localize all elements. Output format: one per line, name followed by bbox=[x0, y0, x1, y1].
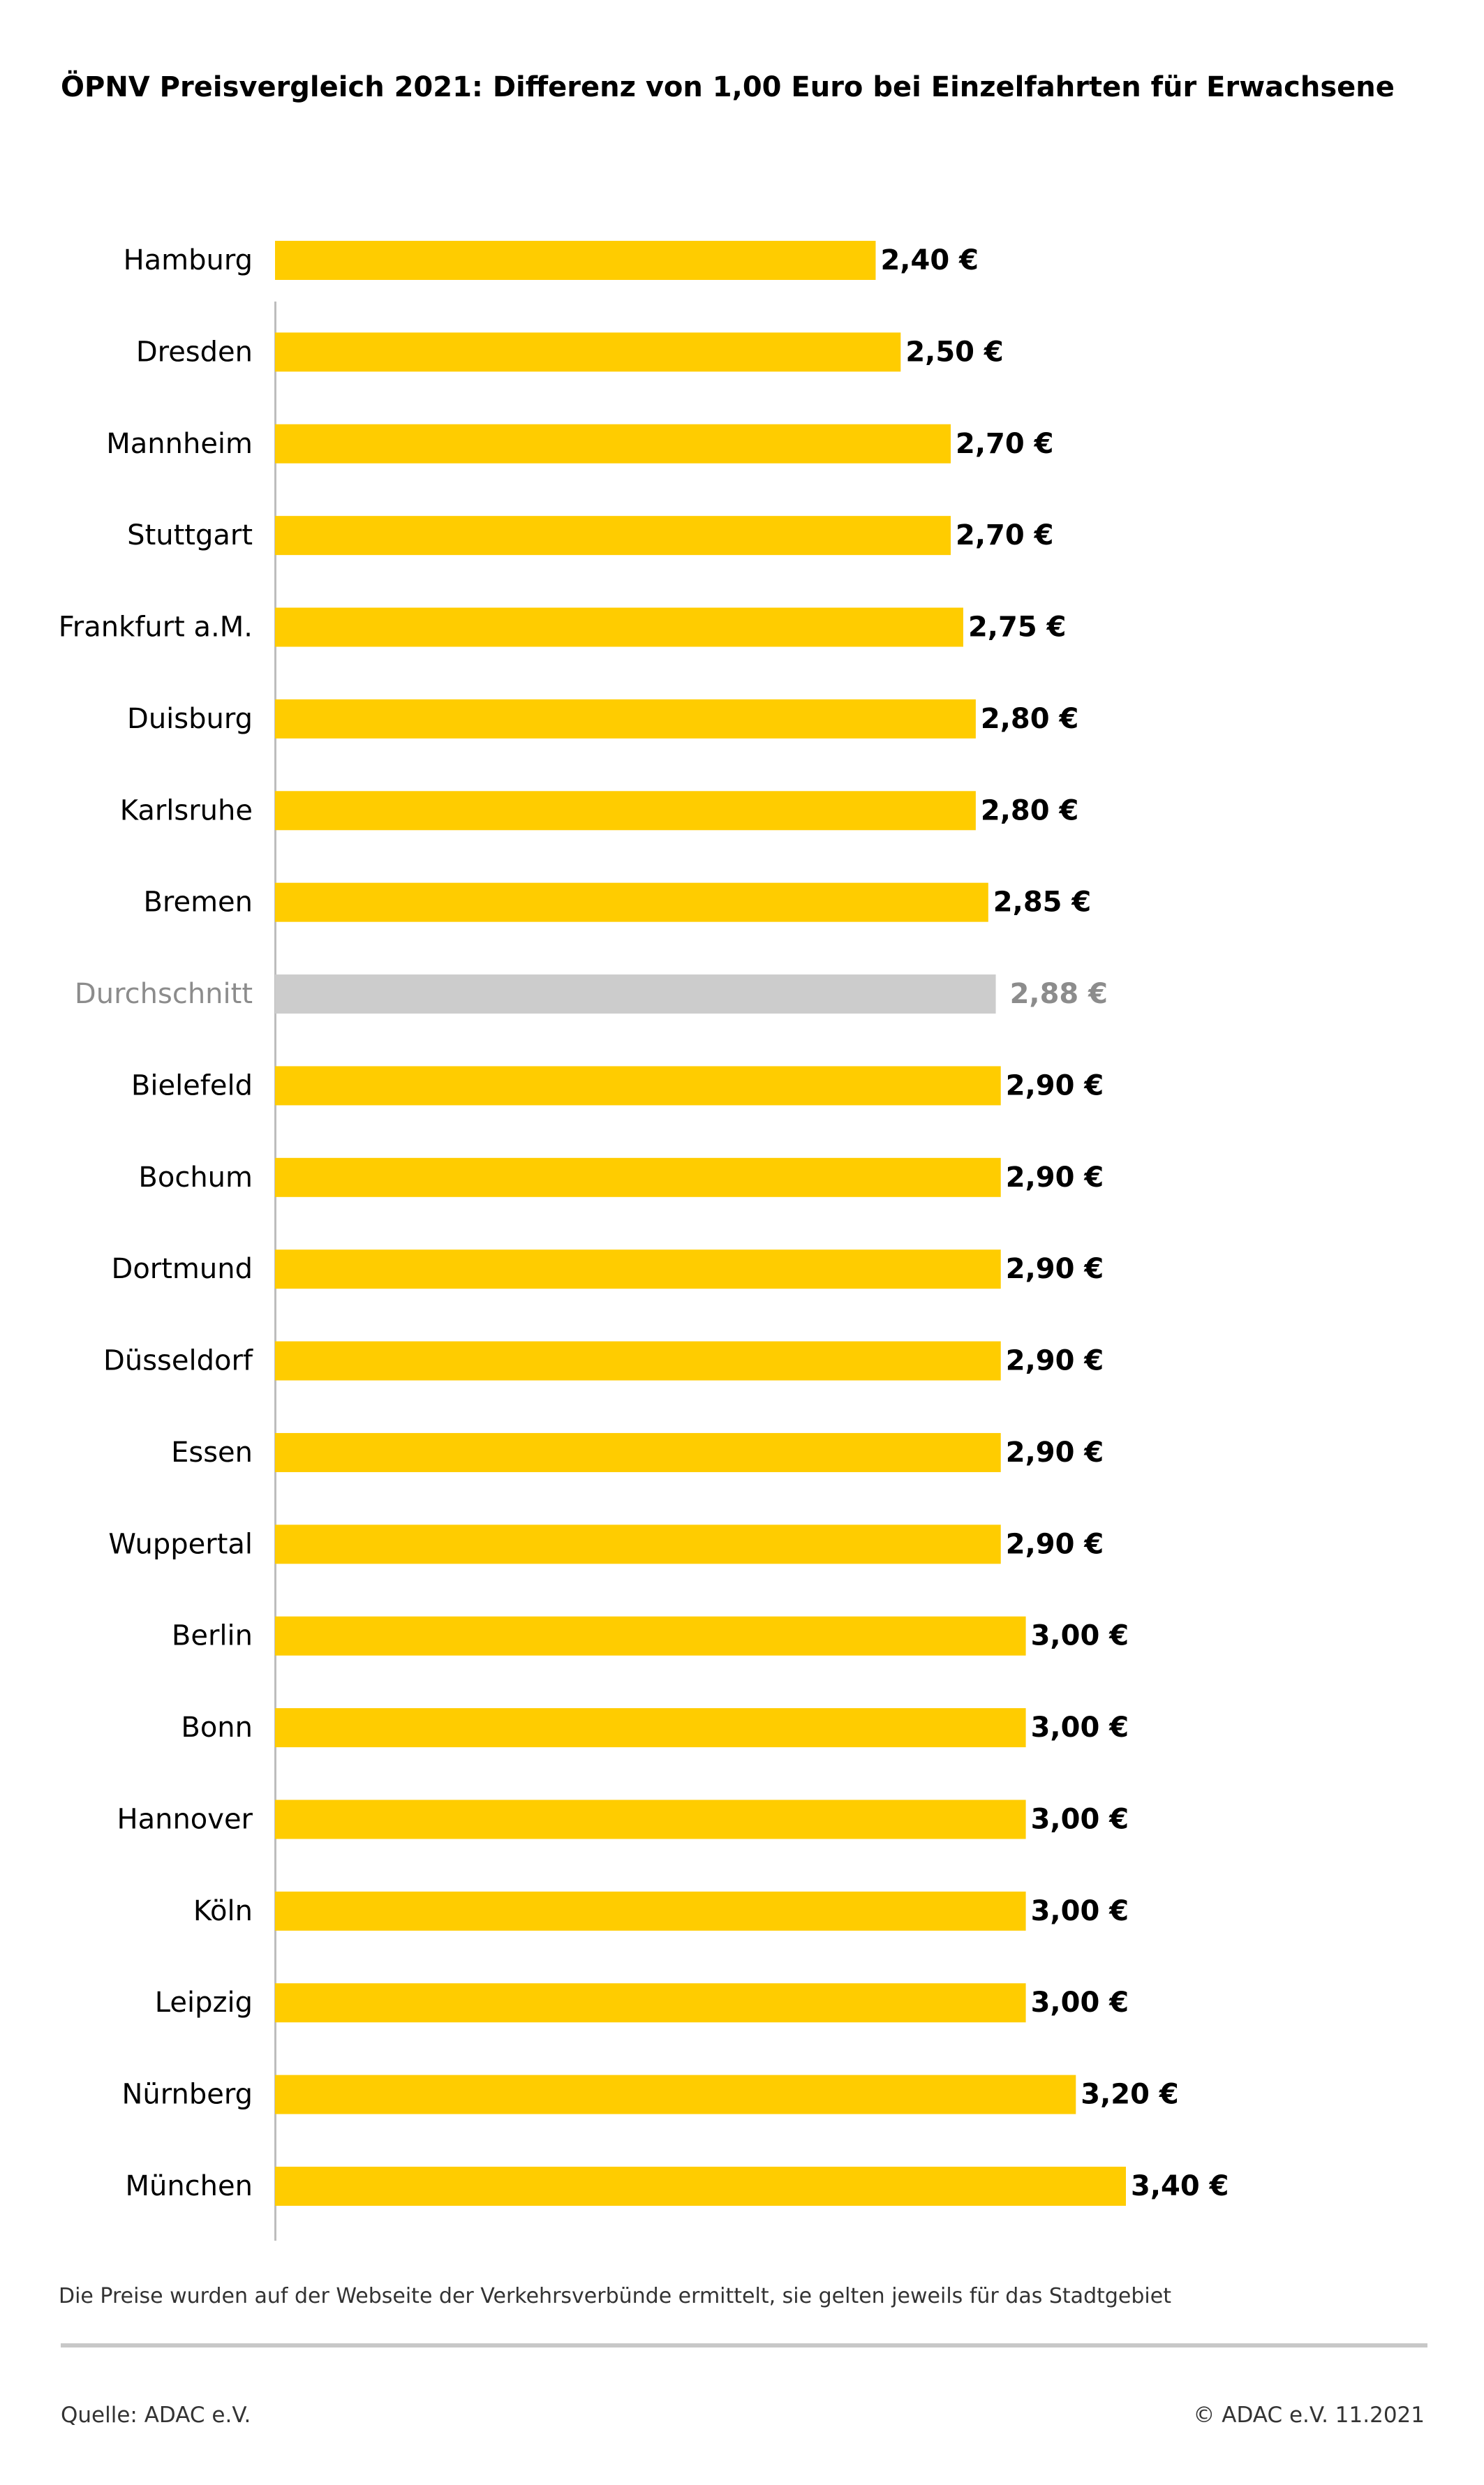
category-label: Bremen bbox=[143, 887, 253, 919]
bar bbox=[275, 882, 988, 922]
bar bbox=[275, 424, 951, 463]
value-label: 2,75 € bbox=[968, 611, 1066, 644]
value-label: 2,80 € bbox=[981, 703, 1078, 735]
bar bbox=[275, 791, 976, 831]
value-label: 2,70 € bbox=[956, 519, 1053, 551]
bar bbox=[275, 332, 901, 372]
value-label: 2,40 € bbox=[880, 244, 978, 276]
bar bbox=[275, 1432, 1001, 1472]
bar bbox=[275, 607, 963, 647]
value-label: 2,50 € bbox=[905, 336, 1003, 368]
bar-average bbox=[275, 974, 996, 1014]
category-label: Köln bbox=[193, 1895, 253, 1927]
bar bbox=[275, 1157, 1001, 1197]
category-label: Leipzig bbox=[155, 1987, 253, 2019]
source-label: Quelle: ADAC e.V. bbox=[61, 2403, 251, 2428]
category-label: Karlsruhe bbox=[120, 794, 253, 826]
value-label: 2,88 € bbox=[1010, 978, 1108, 1010]
category-label: Durchschnitt bbox=[75, 978, 253, 1010]
bar bbox=[275, 1891, 1026, 1931]
footnote: Die Preise wurden auf der Webseite der V… bbox=[59, 2284, 1171, 2308]
value-label: 3,40 € bbox=[1131, 2170, 1229, 2202]
bar bbox=[275, 699, 976, 739]
divider bbox=[61, 2343, 1427, 2347]
category-label: Dresden bbox=[136, 336, 253, 368]
bar bbox=[275, 2167, 1126, 2206]
value-label: 2,70 € bbox=[956, 428, 1053, 460]
category-label: Stuttgart bbox=[127, 519, 253, 551]
category-label: Bonn bbox=[181, 1712, 253, 1744]
value-label: 3,00 € bbox=[1031, 1712, 1129, 1744]
value-label: 2,90 € bbox=[1006, 1162, 1104, 1194]
bar bbox=[275, 516, 951, 556]
bar bbox=[275, 1341, 1001, 1381]
category-label: Wuppertal bbox=[108, 1528, 253, 1560]
category-label: Essen bbox=[171, 1437, 253, 1469]
bar-chart: Hamburg 2,40 € Dresden 2,50 € Mannheim 2,70 €… bbox=[59, 241, 1229, 2241]
bar bbox=[275, 1708, 1026, 1748]
category-label: Duisburg bbox=[127, 703, 253, 735]
value-label: 2,90 € bbox=[1006, 1345, 1104, 1377]
bar bbox=[275, 1249, 1001, 1289]
chart-title: ÖPNV Preisvergleich 2021: Differenz von … bbox=[61, 71, 1395, 103]
category-label: Düsseldorf bbox=[103, 1345, 253, 1377]
bar bbox=[275, 241, 876, 280]
category-label: Hamburg bbox=[124, 244, 253, 276]
category-label: Dortmund bbox=[112, 1253, 253, 1285]
category-label: Berlin bbox=[172, 1620, 253, 1652]
value-label: 3,00 € bbox=[1031, 1895, 1129, 1927]
value-label: 2,90 € bbox=[1006, 1437, 1104, 1469]
value-label: 3,00 € bbox=[1031, 1803, 1129, 1835]
value-label: 3,00 € bbox=[1031, 1987, 1129, 2019]
category-label: Hannover bbox=[117, 1803, 253, 1835]
category-label: Frankfurt a.M. bbox=[59, 611, 253, 644]
category-label: Nürnberg bbox=[122, 2079, 253, 2111]
bar bbox=[275, 1800, 1026, 1839]
bar bbox=[275, 1066, 1001, 1106]
copyright-label: © ADAC e.V. 11.2021 bbox=[1193, 2403, 1425, 2428]
value-label: 2,90 € bbox=[1006, 1528, 1104, 1560]
value-label: 2,80 € bbox=[981, 794, 1078, 826]
bar bbox=[275, 1983, 1026, 2023]
value-label: 3,00 € bbox=[1031, 1620, 1129, 1652]
category-label: Bochum bbox=[138, 1162, 253, 1194]
category-label: Mannheim bbox=[106, 428, 253, 460]
value-label: 2,90 € bbox=[1006, 1069, 1104, 1101]
category-label: München bbox=[125, 2170, 253, 2202]
value-label: 2,85 € bbox=[993, 887, 1091, 919]
value-label: 2,90 € bbox=[1006, 1253, 1104, 1285]
bar bbox=[275, 2075, 1076, 2114]
value-label: 3,20 € bbox=[1081, 2079, 1178, 2111]
category-label: Bielefeld bbox=[131, 1069, 253, 1101]
bar bbox=[275, 1616, 1026, 1656]
bar bbox=[275, 1525, 1001, 1564]
